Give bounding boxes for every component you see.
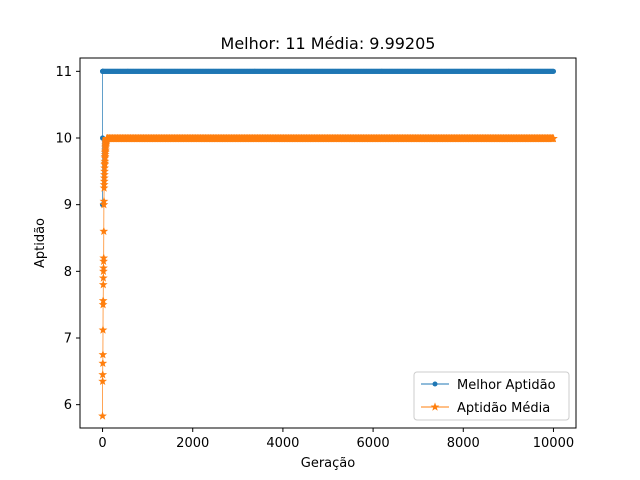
data-point <box>98 296 108 305</box>
plot-frame <box>79 57 577 429</box>
data-point <box>98 370 108 379</box>
data-point <box>99 263 108 272</box>
x-axis-label: Geração <box>301 456 355 471</box>
legend-label-media: Aptidão Média <box>457 401 550 416</box>
y-tick-label: 10 <box>55 132 72 147</box>
data-point <box>99 266 108 276</box>
legend: Melhor Aptidão Aptidão Média <box>413 371 570 421</box>
data-point <box>98 325 108 334</box>
x-tick-label: 10000 <box>533 436 574 451</box>
x-tick-label: 6000 <box>357 436 390 451</box>
data-point <box>98 280 108 289</box>
data-point <box>98 376 108 386</box>
series-layer <box>98 68 558 420</box>
data-point <box>99 180 109 189</box>
y-tick-label: 9 <box>64 198 72 213</box>
data-point <box>99 226 109 236</box>
y-axis-label: Aptidão <box>33 218 48 268</box>
y-tick-label: 8 <box>64 265 72 280</box>
series-aptidao-media <box>98 133 558 420</box>
x-tick-label: 2000 <box>176 436 209 451</box>
y-tick-label: 7 <box>64 332 72 347</box>
chart-title: Melhor: 11 Média: 9.99205 <box>221 34 436 53</box>
series-melhor-aptidao <box>99 68 557 208</box>
data-point <box>98 300 108 309</box>
data-point <box>100 166 109 176</box>
data-point <box>98 358 108 368</box>
data-point <box>550 68 557 74</box>
x-tick-label: 0 <box>98 436 106 451</box>
legend-marker-melhor <box>432 381 438 387</box>
y-tick-label: 6 <box>64 398 72 413</box>
data-point <box>99 196 109 206</box>
data-point <box>98 411 107 420</box>
data-point <box>99 173 109 182</box>
data-point <box>98 273 108 282</box>
data-point <box>99 176 109 186</box>
legend-box <box>413 371 570 421</box>
legend-marker-media <box>430 402 440 411</box>
data-point <box>100 170 109 179</box>
y-axis: 6 7 8 9 10 11 <box>55 65 80 413</box>
data-point <box>100 163 109 172</box>
data-point <box>549 133 558 143</box>
data-point <box>98 350 108 359</box>
data-point <box>99 253 109 262</box>
data-point <box>99 200 109 209</box>
y-tick-label: 11 <box>55 65 72 80</box>
legend-label-melhor: Melhor Aptidão <box>457 378 556 393</box>
x-tick-label: 8000 <box>447 436 480 451</box>
x-axis: 0 2000 4000 6000 8000 10000 <box>98 428 574 451</box>
data-point <box>99 256 108 266</box>
x-tick-label: 4000 <box>266 436 299 451</box>
data-point <box>100 156 110 166</box>
data-point <box>99 183 109 192</box>
